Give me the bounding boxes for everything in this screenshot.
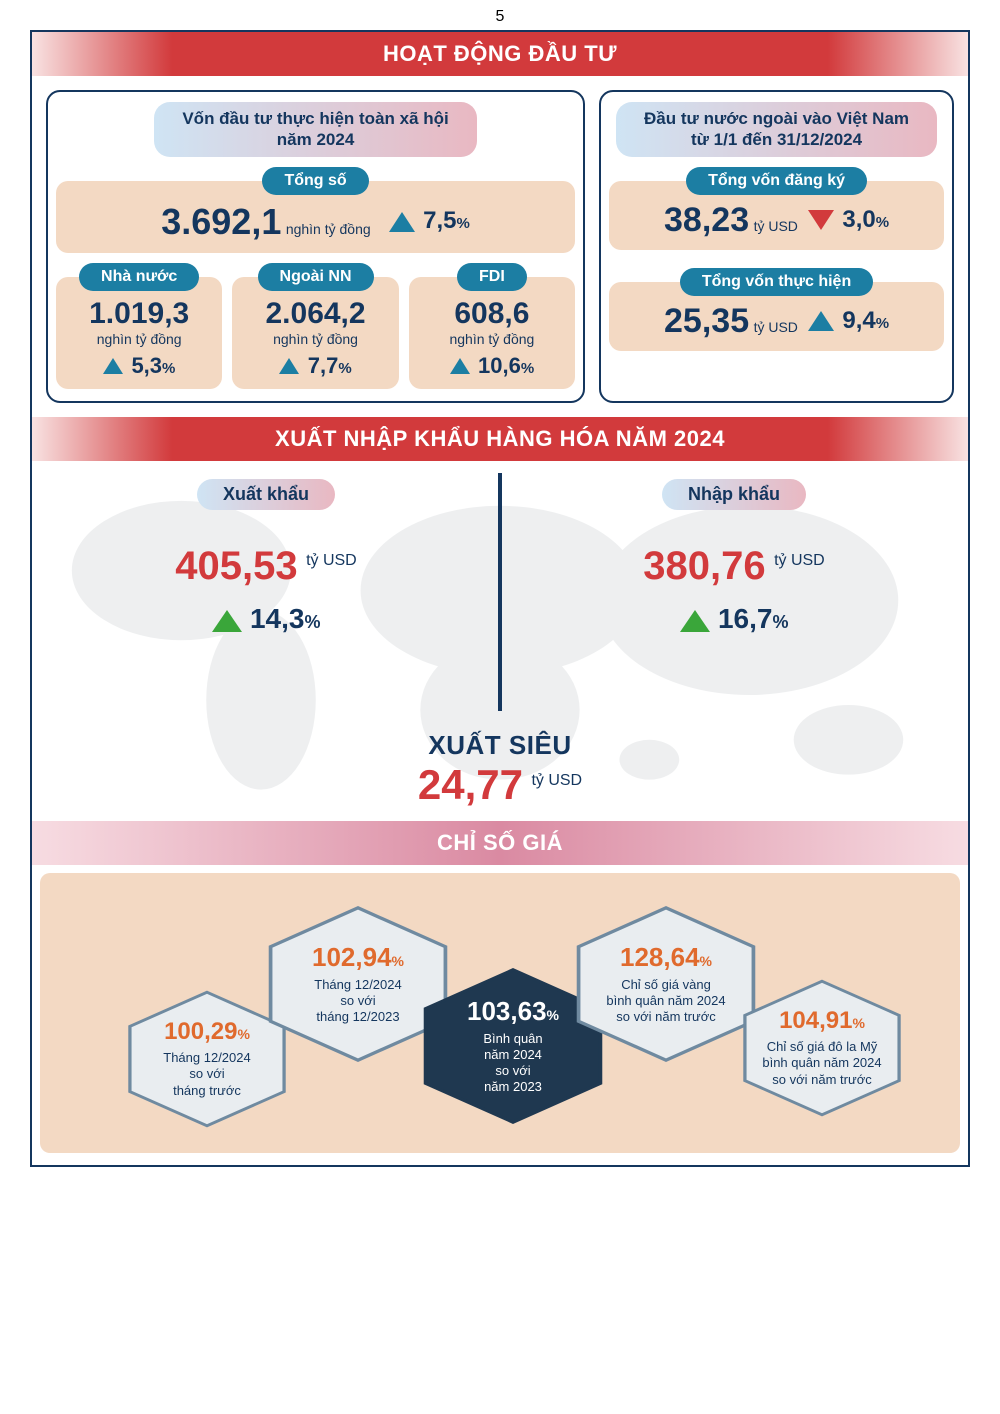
down-triangle-icon xyxy=(808,210,834,230)
surplus-label: XUẤT SIÊU xyxy=(32,730,968,761)
up-triangle-icon xyxy=(279,358,299,374)
up-triangle-icon xyxy=(680,610,710,632)
export-change: 14,3 xyxy=(250,603,305,634)
fdi-panel-title: Đầu tư nước ngoài vào Việt Nam từ 1/1 đế… xyxy=(616,102,937,157)
breakdown-value-2: 608,6 xyxy=(417,297,567,331)
up-triangle-icon xyxy=(103,358,123,374)
cpi-banner: CHỈ SỐ GIÁ xyxy=(32,821,968,865)
fdi-label-0: Tổng vốn đăng ký xyxy=(686,167,867,195)
cpi-hex-value: 103,63% xyxy=(467,996,559,1027)
page-frame: HOẠT ĐỘNG ĐẦU TƯ Vốn đầu tư thực hiện to… xyxy=(30,30,970,1167)
export-chip: Xuất khẩu xyxy=(197,479,335,510)
trade-title: XUẤT NHẬP KHẨU HÀNG HÓA NĂM 2024 xyxy=(275,426,725,452)
fdi-change-1: 9,4 xyxy=(842,307,875,335)
pct-suffix: % xyxy=(457,215,470,232)
breakdown-unit-2: nghìn tỷ đồng xyxy=(417,331,567,347)
investment-fdi-panel: Đầu tư nước ngoài vào Việt Nam từ 1/1 đế… xyxy=(599,90,954,403)
fdi-card-0: Tổng vốn đăng ký 38,23 tỷ USD 3,0% xyxy=(609,181,944,250)
trade-body: Xuất khẩu 405,53 tỷ USD 14,3% Nhập khẩu … xyxy=(32,461,968,821)
cpi-hex-value: 100,29% xyxy=(164,1018,250,1046)
investment-domestic-panel: Vốn đầu tư thực hiện toàn xã hội năm 202… xyxy=(46,90,585,403)
up-triangle-icon xyxy=(450,358,470,374)
export-unit: tỷ USD xyxy=(306,552,357,569)
breakdown-row: Nhà nước 1.019,3 nghìn tỷ đồng 5,3% Ngoà… xyxy=(56,277,575,389)
total-value: 3.692,1 xyxy=(161,201,281,243)
total-unit: nghìn tỷ đồng xyxy=(286,221,371,237)
cpi-hex-h4: 128,64% Chỉ số giá vàng bình quân năm 202… xyxy=(573,903,759,1065)
pct-suffix: % xyxy=(772,612,788,632)
breakdown-label-0: Nhà nước xyxy=(79,263,199,291)
fdi-value-1: 25,35 xyxy=(664,302,749,341)
import-value: 380,76 xyxy=(643,544,765,588)
investment-banner: HOẠT ĐỘNG ĐẦU TƯ xyxy=(32,32,968,76)
fdi-card-1: Tổng vốn thực hiện 25,35 tỷ USD 9,4% xyxy=(609,282,944,351)
breakdown-box-2: FDI 608,6 nghìn tỷ đồng 10,6% xyxy=(409,277,575,389)
surplus-value: 24,77 xyxy=(418,761,523,808)
cpi-hex-desc: Tháng 12/2024 so với tháng trước xyxy=(163,1050,250,1099)
breakdown-change-2: 10,6 xyxy=(478,353,521,379)
breakdown-box-1: Ngoài NN 2.064,2 nghìn tỷ đồng 7,7% xyxy=(232,277,398,389)
trade-banner: XUẤT NHẬP KHẨU HÀNG HÓA NĂM 2024 xyxy=(32,417,968,461)
breakdown-value-1: 2.064,2 xyxy=(240,297,390,331)
pct-suffix: % xyxy=(876,214,889,231)
cpi-hex-value: 102,94% xyxy=(312,942,404,973)
fdi-change-0: 3,0 xyxy=(842,206,875,234)
fdi-label-1: Tổng vốn thực hiện xyxy=(680,268,873,296)
fdi-unit-0: tỷ USD xyxy=(754,218,798,234)
import-chip: Nhập khẩu xyxy=(662,479,806,510)
pct-suffix: % xyxy=(876,315,889,332)
breakdown-box-0: Nhà nước 1.019,3 nghìn tỷ đồng 5,3% xyxy=(56,277,222,389)
breakdown-label-2: FDI xyxy=(457,263,527,291)
up-triangle-icon xyxy=(212,610,242,632)
cpi-hex-desc: Tháng 12/2024 so với tháng 12/2023 xyxy=(314,977,401,1026)
fdi-value-0: 38,23 xyxy=(664,201,749,240)
domestic-panel-title: Vốn đầu tư thực hiện toàn xã hội năm 202… xyxy=(154,102,476,157)
cpi-hex-desc: Bình quân năm 2024 so với năm 2023 xyxy=(483,1031,542,1096)
fdi-unit-1: tỷ USD xyxy=(754,319,798,335)
cpi-hex-h5: 104,91% Chỉ số giá đô la Mỹ bình quân năm… xyxy=(740,977,904,1119)
pct-suffix: % xyxy=(521,360,534,377)
breakdown-unit-0: nghìn tỷ đồng xyxy=(64,331,214,347)
cpi-hex-desc: Chỉ số giá đô la Mỹ bình quân năm 2024 s… xyxy=(762,1039,881,1088)
import-change: 16,7 xyxy=(718,603,773,634)
cpi-hex-value: 128,64% xyxy=(620,942,712,973)
cpi-hex-desc: Chỉ số giá vàng bình quân năm 2024 so vớ… xyxy=(606,977,725,1026)
page-number: 5 xyxy=(0,0,1000,30)
total-change: 7,5 xyxy=(423,207,456,235)
pct-suffix: % xyxy=(304,612,320,632)
investment-body: Vốn đầu tư thực hiện toàn xã hội năm 202… xyxy=(32,76,968,417)
cpi-body: 100,29% Tháng 12/2024 so với tháng trước 1… xyxy=(40,873,960,1153)
up-triangle-icon xyxy=(808,311,834,331)
cpi-title: CHỈ SỐ GIÁ xyxy=(437,830,563,856)
pct-suffix: % xyxy=(338,360,351,377)
breakdown-change-0: 5,3 xyxy=(131,353,162,379)
cpi-hex-value: 104,91% xyxy=(779,1007,865,1035)
breakdown-unit-1: nghìn tỷ đồng xyxy=(240,331,390,347)
total-investment-box: Tổng số 3.692,1 nghìn tỷ đồng 7,5% xyxy=(56,181,575,253)
total-label-pill: Tổng số xyxy=(262,167,368,195)
up-triangle-icon xyxy=(389,212,415,232)
import-unit: tỷ USD xyxy=(774,552,825,569)
surplus-unit: tỷ USD xyxy=(531,772,582,789)
pct-suffix: % xyxy=(162,360,175,377)
export-value: 405,53 xyxy=(175,544,297,588)
breakdown-value-0: 1.019,3 xyxy=(64,297,214,331)
breakdown-label-1: Ngoài NN xyxy=(258,263,374,291)
trade-surplus: XUẤT SIÊU 24,77 tỷ USD xyxy=(32,730,968,809)
breakdown-change-1: 7,7 xyxy=(308,353,339,379)
investment-title: HOẠT ĐỘNG ĐẦU TƯ xyxy=(383,41,617,67)
